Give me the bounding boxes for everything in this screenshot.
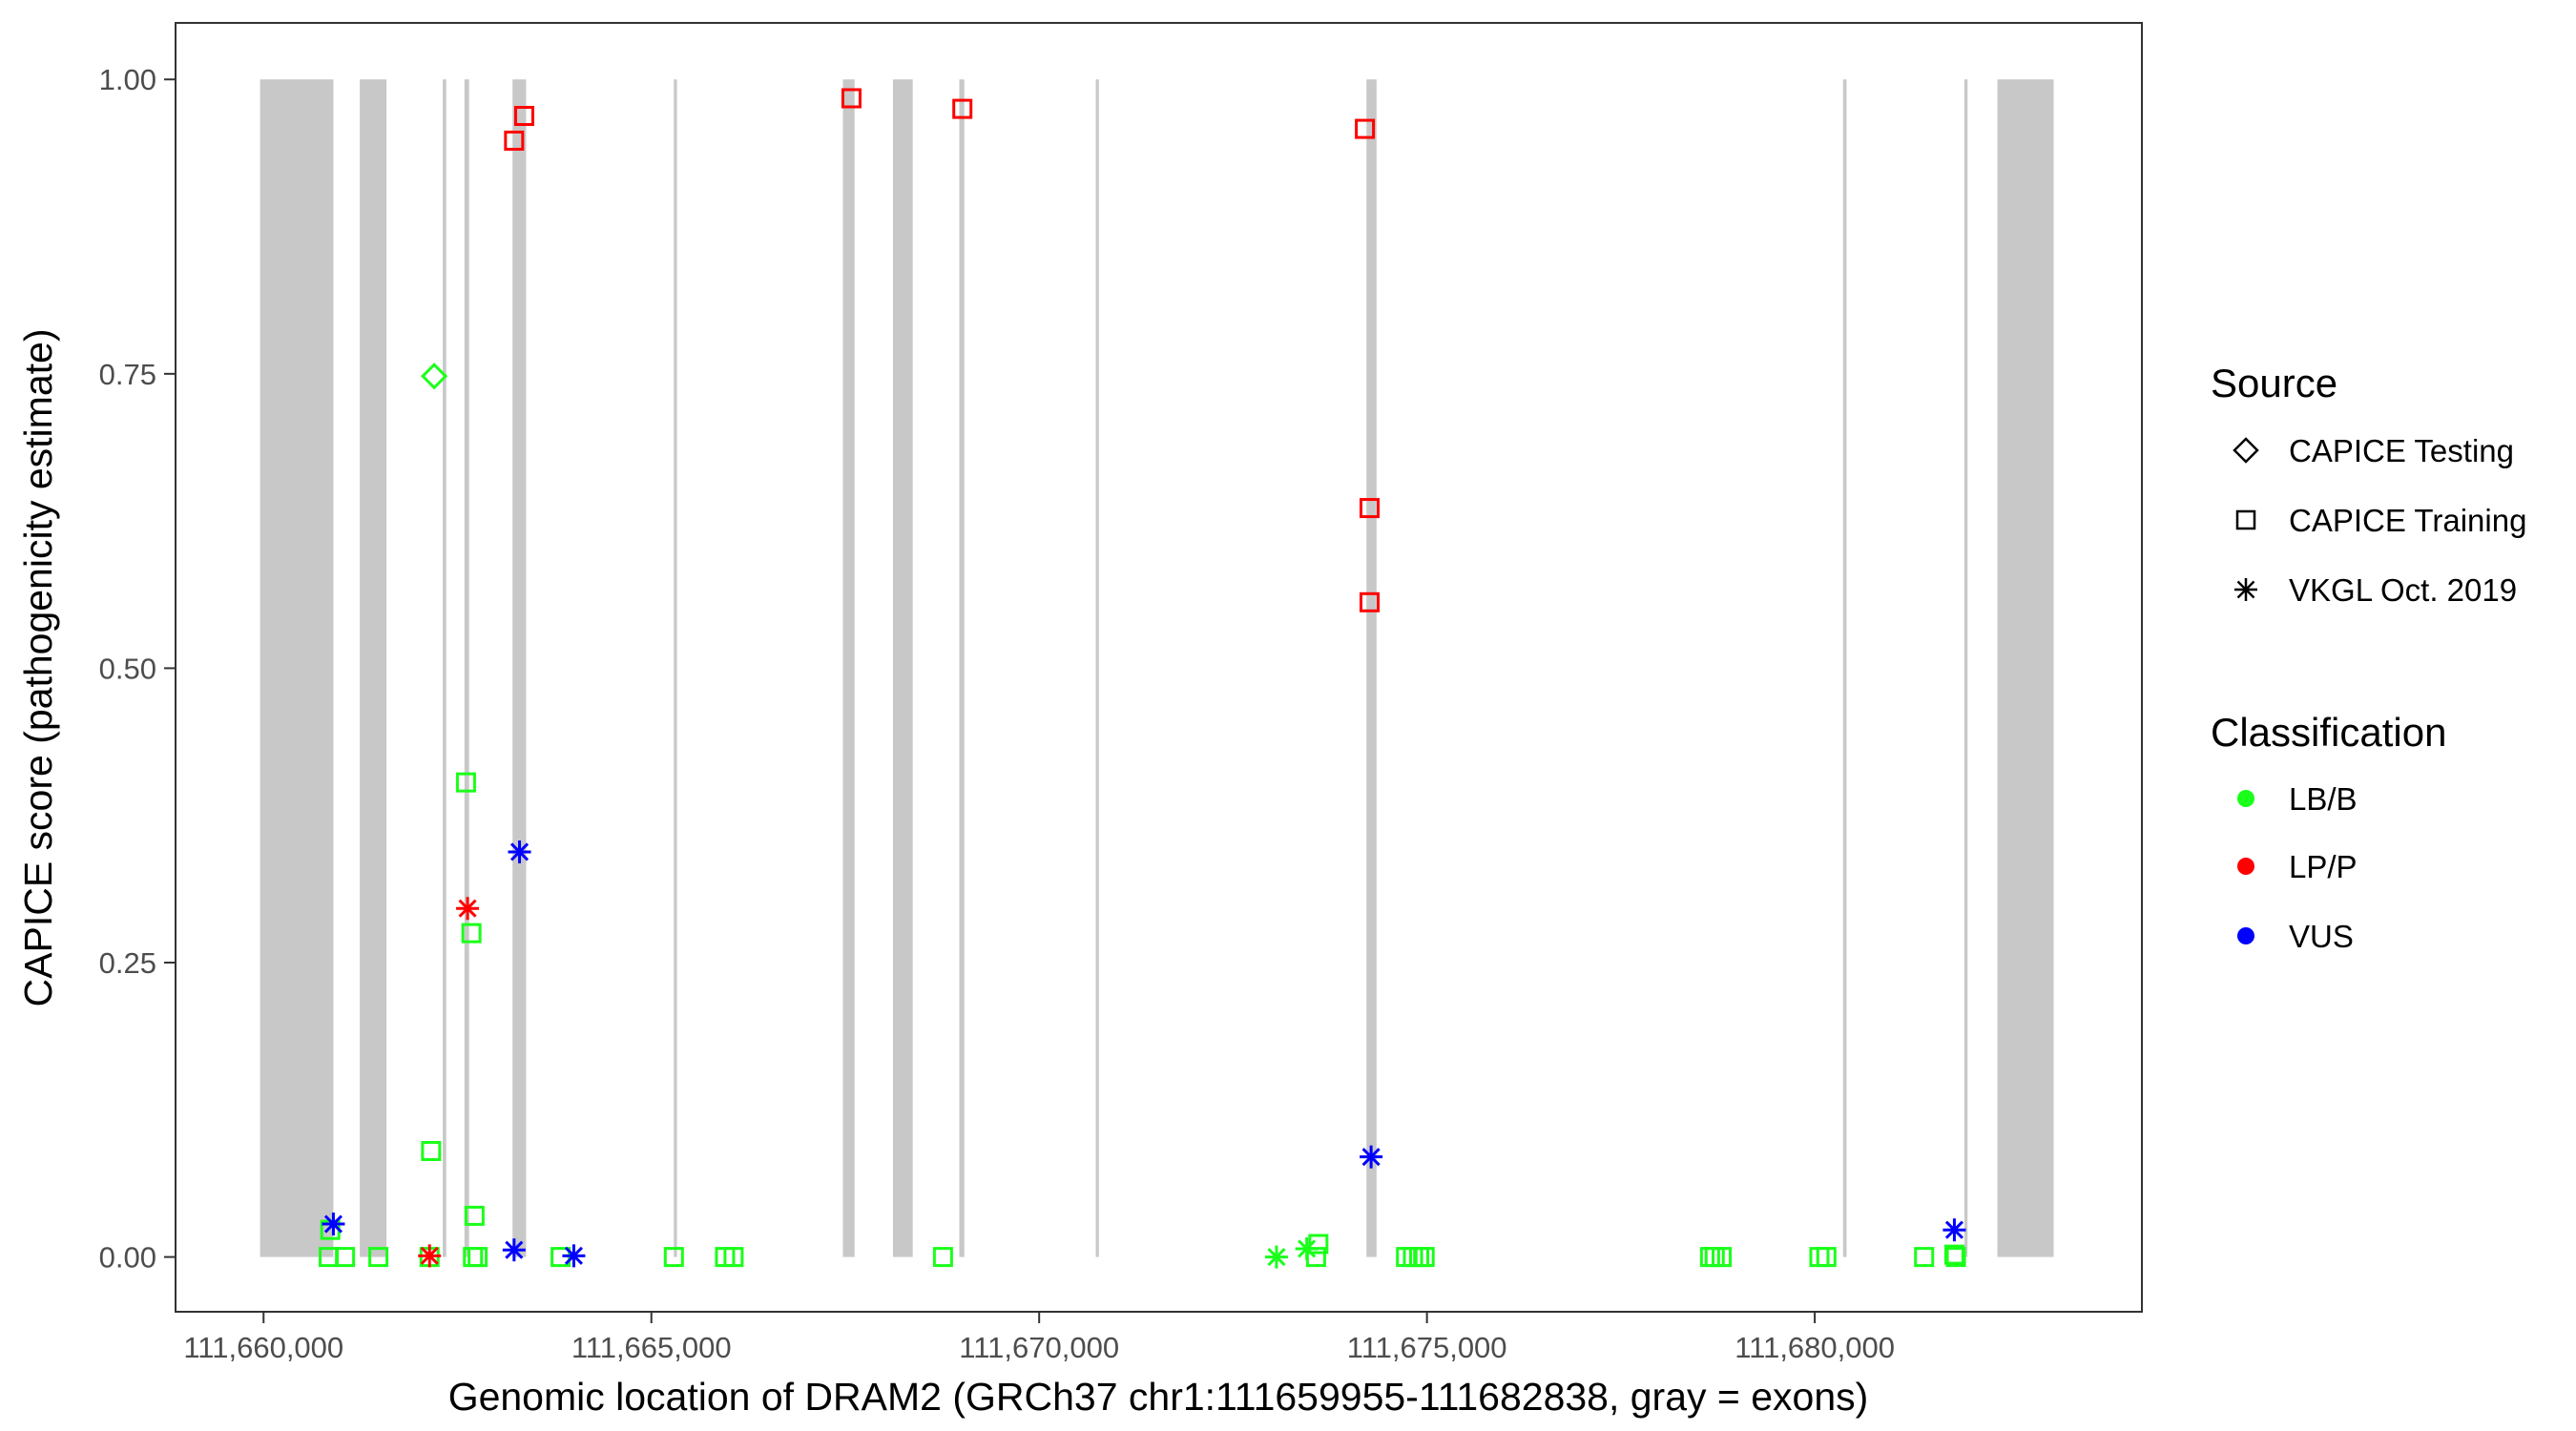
data-point [368, 1247, 389, 1268]
legend-asterisk-icon [2234, 578, 2257, 601]
legend-classification-label: LP/P [2289, 849, 2358, 884]
exon-band [464, 79, 469, 1257]
data-point [1295, 1236, 1319, 1260]
data-point [1359, 498, 1380, 519]
x-axis: 111,660,000 111,665,000 111,670,000 111,675… [183, 1312, 1895, 1364]
data-point [841, 88, 862, 109]
data-point [1355, 118, 1376, 139]
data-point [335, 1247, 356, 1268]
data-point [1914, 1247, 1935, 1268]
data-point [723, 1247, 744, 1268]
data-point [504, 130, 525, 151]
y-axis-title: CAPICE score (pathogenicity estimate) [16, 329, 60, 1007]
legend-square-icon [2235, 509, 2256, 530]
data-point [467, 1247, 488, 1268]
exon-band [892, 79, 913, 1257]
x-tick-label: 111,660,000 [183, 1331, 343, 1364]
legend-source-label: VKGL Oct. 2019 [2289, 572, 2517, 608]
x-tick-label: 111,665,000 [571, 1331, 732, 1364]
exon-band [1842, 79, 1847, 1257]
data-point [322, 1213, 345, 1236]
exon-bands [260, 79, 2054, 1257]
data-point [1816, 1247, 1837, 1268]
data-point [508, 840, 531, 863]
legend-classification-label: VUS [2289, 919, 2354, 954]
y-tick-label: 0.75 [99, 358, 156, 391]
exon-band [959, 79, 965, 1257]
legend-classification-title: Classification [2211, 710, 2446, 755]
data-point [464, 1205, 485, 1226]
data-point [513, 106, 534, 127]
exon-band [512, 79, 527, 1257]
exon-band [443, 79, 447, 1257]
legend-color-dot-icon [2237, 927, 2254, 944]
x-tick-label: 111,680,000 [1735, 1331, 1895, 1364]
exon-band [260, 79, 334, 1257]
legend: Source Classification CAPICE Testing CAPI… [2211, 361, 2526, 954]
data-point [455, 772, 476, 793]
data-point [1264, 1245, 1288, 1269]
data-point [562, 1244, 586, 1268]
y-tick-label: 0.00 [99, 1241, 156, 1275]
data-point [456, 897, 480, 921]
exon-band [1366, 79, 1377, 1257]
y-axis: 0.00 0.25 0.50 0.75 1.00 [99, 63, 176, 1275]
legend-color-dot-icon [2237, 790, 2254, 807]
data-point [1942, 1218, 1966, 1242]
exon-band [1997, 79, 2054, 1257]
x-tick-label: 111,675,000 [1347, 1331, 1507, 1364]
legend-classification-label: LB/B [2289, 781, 2358, 817]
data-point [1712, 1247, 1733, 1268]
exon-band [674, 79, 677, 1257]
y-tick-label: 1.00 [99, 63, 156, 96]
legend-source-label: CAPICE Training [2289, 503, 2526, 538]
data-point [421, 1141, 442, 1162]
data-point [1359, 591, 1380, 612]
exon-band [1964, 79, 1968, 1257]
legend-source-label: CAPICE Testing [2289, 433, 2514, 468]
data-point [418, 1244, 442, 1268]
legend-source-title: Source [2211, 361, 2337, 405]
legend-color-dot-icon [2237, 858, 2254, 875]
exon-band [1095, 79, 1099, 1257]
plot-background [176, 23, 2142, 1312]
legend-diamond-icon [2233, 437, 2259, 464]
exon-band [360, 79, 387, 1257]
data-point [1414, 1247, 1435, 1268]
data-point [1360, 1145, 1383, 1169]
data-points [319, 88, 1966, 1269]
x-axis-title: Genomic location of DRAM2 (GRCh37 chr1:1… [448, 1375, 1869, 1419]
data-point [932, 1247, 953, 1268]
exon-band [842, 79, 855, 1257]
data-point [502, 1238, 526, 1262]
data-point [952, 98, 973, 119]
y-tick-label: 0.50 [99, 652, 156, 685]
data-point [663, 1247, 684, 1268]
data-point [1945, 1247, 1966, 1268]
y-tick-label: 0.25 [99, 946, 156, 980]
x-tick-label: 111,670,000 [959, 1331, 1119, 1364]
data-point [1943, 1244, 1964, 1265]
data-point [461, 923, 482, 944]
data-point [420, 363, 448, 390]
